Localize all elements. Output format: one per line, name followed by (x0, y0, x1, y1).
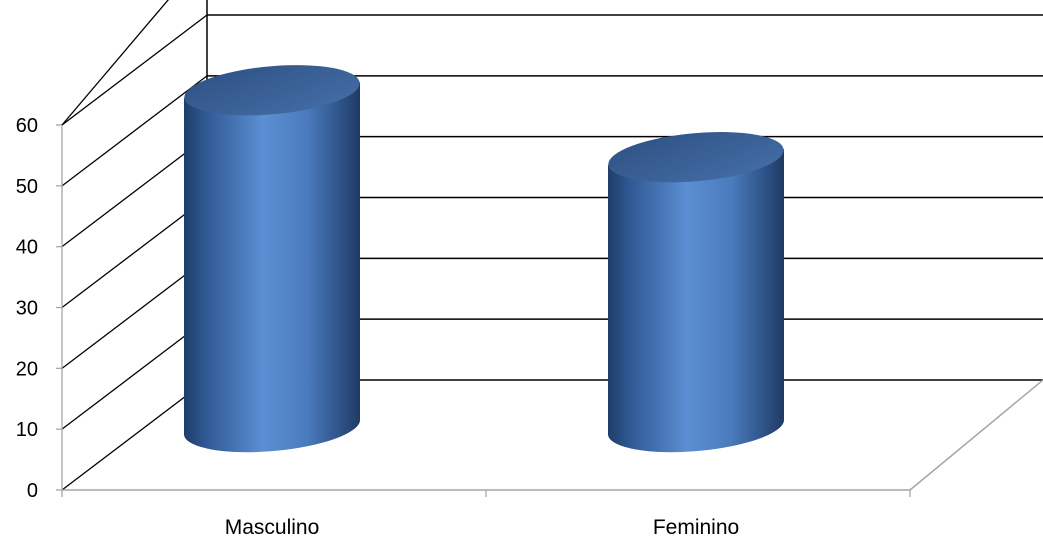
bar-body (184, 82, 361, 453)
y-tick-label: 50 (16, 176, 38, 198)
bar-body (608, 149, 785, 453)
bar-feminino (608, 132, 785, 453)
floor-right-edge (909, 379, 1043, 491)
gridline-side-30 (61, 196, 208, 309)
bars-layer (184, 65, 785, 453)
y-tick-label: 0 (27, 480, 38, 502)
bar-top-cap (608, 132, 784, 183)
bar-masculino (184, 65, 361, 453)
x-category-label: Masculino (225, 516, 320, 539)
y-tick-label: 40 (16, 237, 38, 259)
y-tick-label: 60 (16, 115, 38, 137)
y-tick-label: 20 (16, 358, 38, 380)
gridline-side-10 (61, 318, 208, 430)
bar-top-cap (184, 65, 360, 116)
y-tick-label: 10 (16, 419, 38, 441)
gridline-side-20 (61, 257, 208, 369)
x-category-label: Feminino (653, 516, 739, 539)
gridline-side-50 (61, 75, 208, 187)
gridline-side-40 (61, 136, 208, 248)
gridline-side-0 (61, 379, 208, 491)
y-tick-label: 30 (16, 298, 38, 320)
gridline-side-top (61, 0, 169, 126)
gridline-side-60 (61, 14, 208, 126)
labels-layer: 0 10 20 30 40 50 60 Masculino Feminino (16, 115, 739, 539)
